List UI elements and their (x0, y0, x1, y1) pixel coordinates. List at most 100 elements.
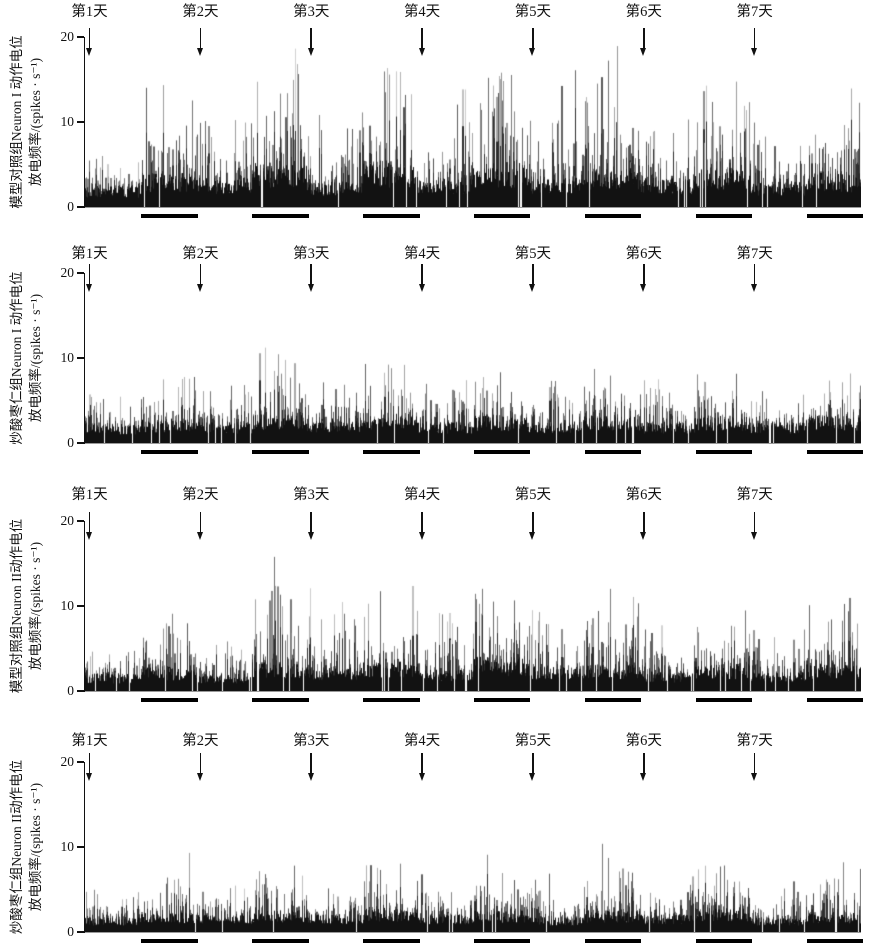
x-axis-baseline (85, 932, 861, 933)
x-axis-baseline (85, 207, 861, 208)
day-label: 第3天 (293, 733, 330, 749)
dark-phase-bar (695, 698, 753, 702)
y-tick-mark (77, 36, 84, 38)
day-arrow-stem (532, 28, 534, 48)
dark-phase-bar (695, 939, 753, 943)
day-arrow-head-icon (196, 532, 203, 540)
day-arrow-head-icon (86, 284, 92, 292)
y-tick-mark (77, 690, 84, 692)
spike-raster-canvas (85, 273, 861, 443)
dark-phase-bar (806, 698, 863, 702)
day-label: 第7天 (736, 733, 773, 749)
day-arrow-stem (753, 512, 756, 532)
day-arrow-head-icon (86, 773, 92, 781)
y-tick-label: 10 (60, 598, 75, 613)
day-arrow-stem (421, 512, 423, 532)
day-arrow-stem (88, 28, 91, 48)
day-label: 第1天 (71, 487, 108, 503)
y-tick-label: 0 (67, 199, 74, 214)
day-arrow-head-icon (307, 532, 314, 540)
day-arrow-stem (532, 753, 534, 773)
dark-phase-bar (363, 698, 420, 702)
y-axis-label-line2: 放电频率/(spikes · s⁻¹) (28, 782, 43, 912)
x-axis-baseline (85, 691, 861, 692)
y-tick-label: 20 (60, 754, 75, 769)
y-tick-mark (77, 357, 84, 359)
day-arrow-stem (643, 264, 645, 284)
day-label: 第6天 (625, 4, 662, 20)
day-arrow-stem (421, 753, 423, 773)
y-tick-label: 10 (60, 114, 75, 129)
y-tick-mark (77, 206, 84, 208)
y-tick-label: 10 (60, 839, 75, 854)
dark-phase-bar (141, 450, 198, 454)
y-tick-mark (77, 121, 84, 123)
day-label: 第7天 (736, 246, 773, 262)
day-label: 第5天 (514, 246, 552, 262)
day-label: 第2天 (182, 246, 219, 262)
day-arrow-stem (753, 753, 756, 773)
day-arrow-head-icon (640, 48, 647, 56)
y-tick-mark (77, 272, 84, 274)
day-arrow-head-icon (751, 773, 758, 781)
day-arrow-stem (310, 753, 312, 773)
day-arrow-head-icon (751, 532, 758, 540)
day-arrow-head-icon (418, 773, 425, 781)
day-arrow-head-icon (307, 48, 314, 56)
spike-raster-canvas (85, 37, 861, 207)
dark-phase-bar (252, 214, 309, 218)
dark-phase-bar (474, 450, 531, 454)
dark-phase-bar (806, 214, 863, 218)
day-arrow-head-icon (751, 284, 758, 292)
day-label: 第5天 (514, 733, 552, 749)
day-label: 第5天 (514, 487, 552, 503)
y-tick-label: 20 (60, 29, 75, 44)
y-axis-label-line2: 放电频率/(spikes · s⁻¹) (28, 57, 43, 187)
y-axis-label: 模型对照组Neuron I 动作电位 放电频率/(spikes · s⁻¹) (7, 35, 45, 208)
day-arrow-stem (88, 264, 91, 284)
y-tick-label: 10 (60, 350, 75, 365)
day-arrow-head-icon (418, 48, 425, 56)
day-arrow-stem (88, 512, 91, 532)
y-tick-mark (77, 846, 84, 848)
day-label: 第1天 (71, 246, 108, 262)
day-arrow-head-icon (196, 48, 203, 56)
day-arrow-head-icon (196, 773, 203, 781)
dark-phase-bar (695, 450, 753, 454)
day-arrow-stem (643, 28, 645, 48)
day-label: 第1天 (71, 733, 108, 749)
day-arrow-stem (421, 28, 423, 48)
y-axis-label-line1: 模型对照组Neuron I 动作电位 (9, 35, 24, 209)
dark-phase-bar (363, 214, 420, 218)
day-arrow-head-icon (307, 773, 314, 781)
day-arrow-head-icon (640, 284, 647, 292)
dark-phase-bar (474, 214, 531, 218)
y-axis-label-line1: 炒酸枣仁组Neuron II动作电位 (9, 759, 24, 935)
dark-phase-bar (252, 698, 309, 702)
y-axis (83, 36, 85, 208)
day-arrow-stem (199, 753, 202, 773)
day-arrow-stem (199, 512, 202, 532)
dark-phase-bar (584, 214, 642, 218)
dark-phase-bar (252, 450, 309, 454)
spike-raster-canvas (85, 762, 861, 932)
day-label: 第3天 (293, 487, 330, 503)
day-label: 第6天 (625, 487, 662, 503)
y-axis-label-line2: 放电频率/(spikes · s⁻¹) (28, 293, 43, 423)
y-tick-label: 20 (60, 265, 75, 280)
day-arrow-stem (310, 28, 312, 48)
day-arrow-stem (88, 753, 91, 773)
day-arrow-stem (199, 264, 202, 284)
dark-phase-bar (252, 939, 309, 943)
dark-phase-bar (474, 939, 531, 943)
day-arrow-stem (310, 512, 312, 532)
day-label: 第6天 (625, 733, 662, 749)
y-tick-label: 0 (67, 683, 74, 698)
day-label: 第6天 (625, 246, 662, 262)
day-label: 第2天 (182, 4, 219, 20)
y-axis-label-line1: 模型对照组Neuron II动作电位 (9, 518, 24, 694)
